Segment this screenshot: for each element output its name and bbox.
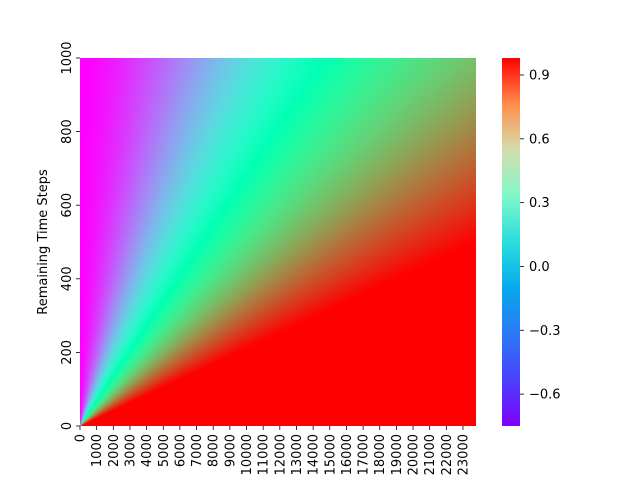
x-tick-label: 4000 <box>140 434 155 467</box>
x-tick-label: 20000 <box>407 434 422 475</box>
x-tick-label: 0 <box>74 434 89 442</box>
y-axis: 0 200 400 600 800 1000 <box>60 41 80 430</box>
x-tick-label: 19000 <box>390 434 405 475</box>
x-tick-label: 15000 <box>323 434 338 475</box>
x-tick-label: 18000 <box>373 434 388 475</box>
colorbar <box>502 58 520 426</box>
x-tick-label: 23000 <box>457 434 472 475</box>
x-tick-label: 12000 <box>273 434 288 475</box>
y-tick-label: 600 <box>60 193 75 218</box>
x-tick-label: 13000 <box>290 434 305 475</box>
y-tick-label: 200 <box>60 340 75 365</box>
x-axis: 0 1000 2000 3000 4000 5000 6000 7000 8000 9000 100… <box>74 426 472 475</box>
x-tick-label: 22000 <box>440 434 455 475</box>
y-tick-label: 1000 <box>60 41 75 74</box>
colorbar-tick-label: 0.9 <box>529 69 550 84</box>
x-tick-label: 17000 <box>357 434 372 475</box>
y-tick-label: 800 <box>60 119 75 144</box>
x-tick-label: 2000 <box>107 434 122 467</box>
colorbar-tick-label: −0.3 <box>529 324 561 339</box>
colorbar-tick-label: 0.0 <box>529 260 550 275</box>
x-tick-label: 21000 <box>423 434 438 475</box>
x-tick-label: 1000 <box>90 434 105 467</box>
x-tick-label: 11000 <box>257 434 272 475</box>
x-tick-label: 6000 <box>173 434 188 467</box>
y-axis-label: Remaining Time Steps <box>36 169 51 315</box>
colorbar-ticks: −0.6 −0.3 0.0 0.3 0.6 0.9 <box>520 69 561 403</box>
x-tick-label: 5000 <box>157 434 172 467</box>
heatmap-image <box>80 58 476 426</box>
x-tick-label: 16000 <box>340 434 355 475</box>
x-tick-label: 14000 <box>307 434 322 475</box>
x-tick-label: 7000 <box>190 434 205 467</box>
colorbar-tick-label: 0.3 <box>529 196 550 211</box>
x-tick-label: 10000 <box>240 434 255 475</box>
colorbar-tick-label: 0.6 <box>529 132 550 147</box>
x-tick-label: 9000 <box>223 434 238 467</box>
heatmap-area <box>80 58 476 426</box>
y-tick-label: 400 <box>60 266 75 291</box>
y-tick-label: 0 <box>60 422 75 430</box>
x-tick-label: 3000 <box>123 434 138 467</box>
colorbar-tick-label: −0.6 <box>529 388 561 403</box>
x-tick-label: 8000 <box>207 434 222 467</box>
